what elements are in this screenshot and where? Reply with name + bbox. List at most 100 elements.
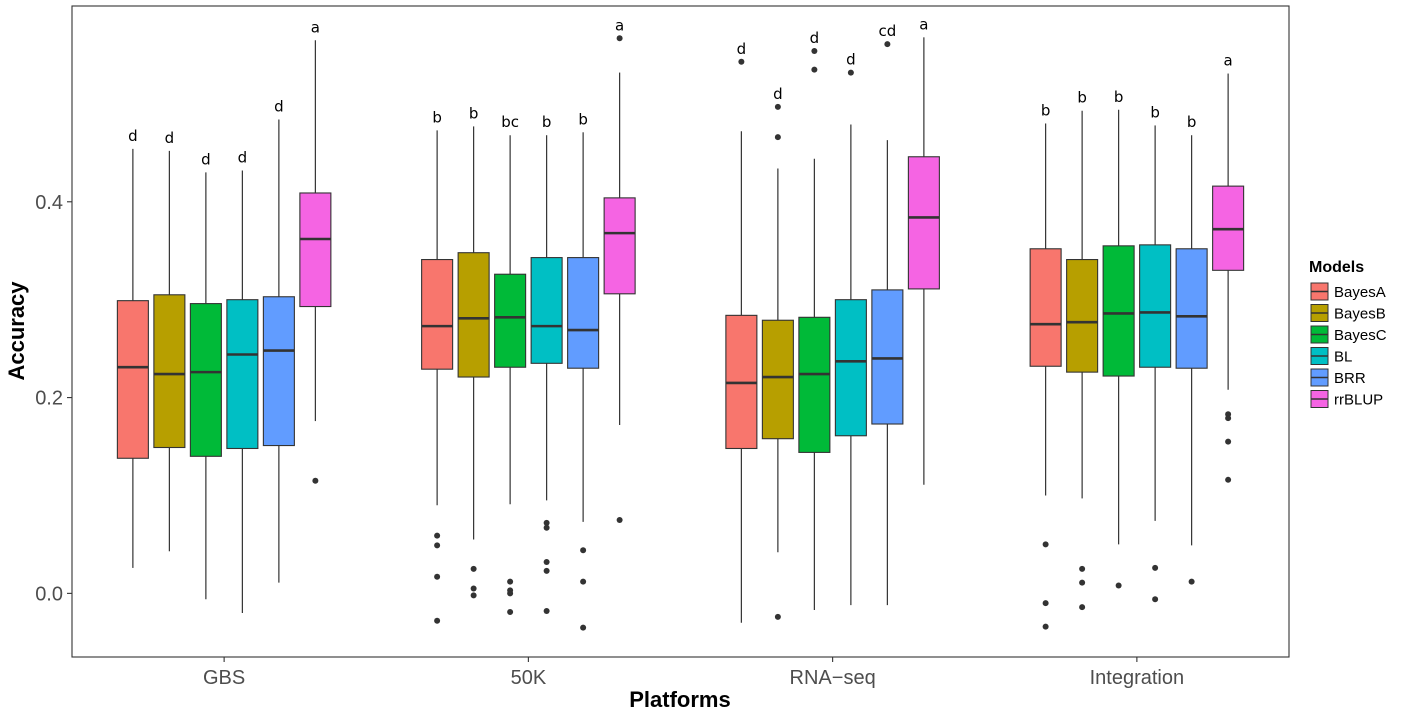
outlier-point	[738, 58, 745, 65]
box-bayesb: b	[1066, 89, 1099, 611]
outlier-point	[1079, 565, 1086, 572]
legend-item-bayesc: BayesC	[1310, 325, 1387, 344]
box-brr: cd	[871, 22, 904, 606]
outlier-point	[616, 516, 623, 523]
outlier-point	[1225, 438, 1232, 445]
outlier-point	[1115, 582, 1122, 589]
outlier-point	[774, 134, 781, 141]
significance-label: d	[274, 98, 284, 116]
significance-label: bc	[501, 113, 519, 131]
box-bl: b	[530, 113, 563, 614]
outlier-point	[1042, 600, 1049, 607]
y-tick-label: 0.0	[35, 583, 63, 605]
legend-label: BL	[1334, 349, 1352, 366]
legend-items: BayesA BayesB BayesC BL BRR rrBLUP	[1310, 282, 1387, 409]
x-axis-title: Platforms	[629, 687, 730, 712]
box-iqr	[603, 197, 636, 295]
box-bl: d	[226, 148, 259, 613]
outlier-point	[507, 578, 514, 585]
box-iqr	[871, 289, 904, 425]
outlier-point	[543, 607, 550, 614]
legend-label: BayesA	[1334, 284, 1386, 301]
significance-label: a	[919, 15, 928, 33]
significance-label: a	[311, 18, 320, 36]
box-iqr	[299, 192, 332, 308]
box-bayesc: b	[1102, 88, 1135, 589]
outlier-point	[470, 592, 477, 599]
y-axis: 0.0 0.2 0.4	[35, 192, 72, 605]
significance-label: b	[542, 113, 552, 131]
outlier-point	[580, 578, 587, 585]
significance-label: b	[1114, 88, 1124, 106]
box-rrblup: a	[907, 15, 940, 485]
outlier-point	[507, 608, 514, 615]
significance-label: d	[165, 129, 175, 147]
legend-label: rrBLUP	[1334, 392, 1383, 409]
outlier-point	[811, 66, 818, 73]
box-brr: b	[567, 110, 600, 631]
box-iqr	[761, 319, 794, 440]
y-axis-title: Accuracy	[4, 281, 29, 381]
plot-layer: d d d d d a b b bc b b a d d d d cd a b b b b b a	[116, 15, 1245, 631]
significance-label: d	[846, 51, 856, 69]
box-bayesc: d	[189, 150, 222, 600]
legend-title: Models	[1309, 259, 1364, 276]
outlier-point	[434, 532, 441, 539]
legend-label: BayesC	[1334, 327, 1387, 344]
outlier-point	[543, 567, 550, 574]
significance-label: b	[1041, 101, 1051, 119]
outlier-point	[1152, 596, 1159, 603]
outlier-point	[811, 48, 818, 55]
outlier-point	[1079, 604, 1086, 611]
outlier-point	[774, 613, 781, 620]
box-rrblup: a	[299, 18, 332, 484]
outlier-point	[1225, 415, 1232, 422]
outlier-point	[434, 573, 441, 580]
legend-item-rrblup: rrBLUP	[1310, 390, 1383, 409]
outlier-point	[580, 624, 587, 631]
box-bayesb: d	[153, 129, 186, 552]
outlier-point	[543, 519, 550, 526]
box-iqr	[798, 316, 831, 453]
significance-label: b	[1077, 89, 1087, 107]
box-rrblup: a	[603, 16, 636, 523]
x-axis: GBS 50K RNA−seq Integration	[203, 657, 1184, 689]
box-iqr	[494, 273, 527, 368]
significance-label: d	[128, 127, 138, 145]
significance-label: b	[432, 108, 442, 126]
box-iqr	[457, 252, 490, 378]
box-iqr	[907, 156, 940, 290]
legend-label: BRR	[1334, 370, 1366, 387]
box-brr: b	[1175, 113, 1208, 585]
legend-item-brr: BRR	[1310, 368, 1366, 387]
legend-item-bl: BL	[1310, 347, 1352, 366]
box-iqr	[567, 257, 600, 369]
outlier-point	[580, 547, 587, 554]
outlier-point	[507, 590, 514, 597]
box-iqr	[834, 299, 867, 437]
significance-label: b	[1150, 103, 1160, 121]
box-bayesc: d	[798, 29, 831, 611]
outlier-point	[1152, 564, 1159, 571]
outlier-point	[434, 542, 441, 549]
outlier-point	[470, 565, 477, 572]
box-rrblup: a	[1212, 52, 1245, 483]
significance-label: d	[737, 40, 747, 58]
box-iqr	[1029, 248, 1062, 367]
significance-label: b	[469, 104, 479, 122]
box-brr: d	[262, 98, 295, 583]
box-bl: d	[834, 51, 867, 606]
box-bayesa: b	[1029, 101, 1062, 630]
box-bayesa: b	[421, 108, 454, 624]
x-tick-label: GBS	[203, 667, 245, 689]
outlier-point	[847, 69, 854, 76]
box-iqr	[226, 299, 259, 450]
box-iqr	[189, 303, 222, 457]
box-iqr	[153, 294, 186, 449]
legend: Models BayesA BayesB BayesC BL BRR rrBLUP	[1309, 259, 1387, 409]
box-bayesb: b	[457, 104, 490, 599]
significance-label: cd	[878, 22, 896, 40]
outlier-point	[470, 585, 477, 592]
box-bayesc: bc	[494, 113, 527, 615]
significance-label: b	[1187, 113, 1197, 131]
